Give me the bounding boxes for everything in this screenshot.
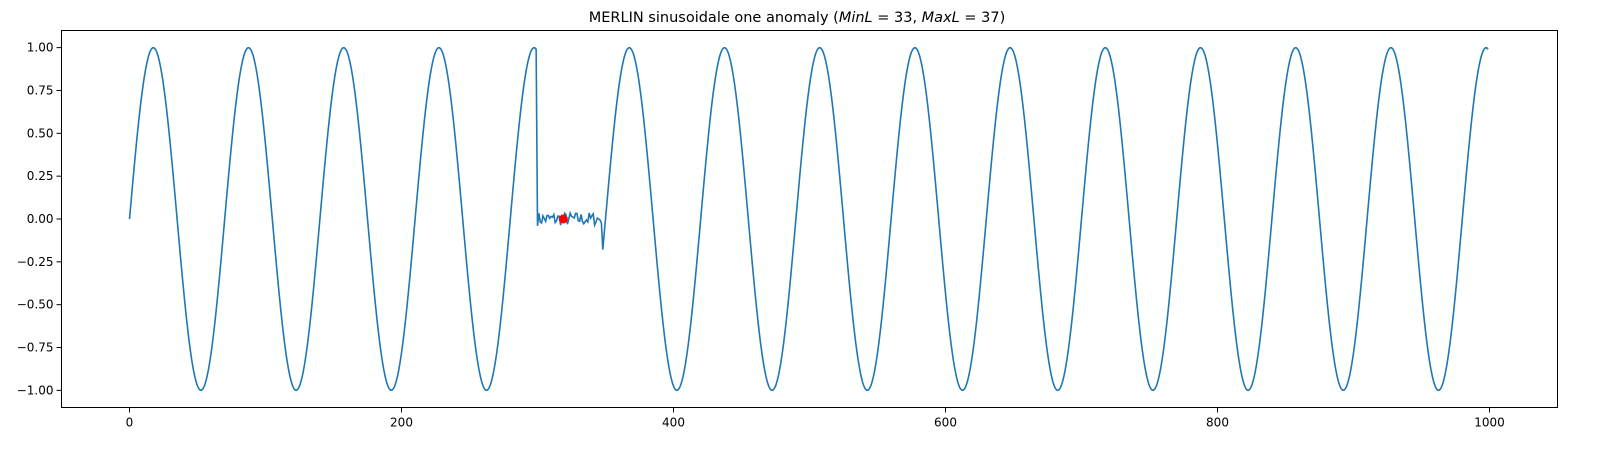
y-tick-label: −0.75 <box>17 341 54 355</box>
x-tick-label: 600 <box>934 416 957 430</box>
x-axis: 0 200 400 600 800 1000 <box>126 407 1505 430</box>
y-tick-label: 1.00 <box>27 41 54 55</box>
y-tick-label: 0.25 <box>27 169 54 183</box>
y-tick-label: −1.00 <box>17 383 54 397</box>
title-text: MERLIN sinusoidale one anomaly ( <box>589 10 839 26</box>
x-tick-label: 0 <box>126 416 134 430</box>
anomaly-marker <box>558 214 568 224</box>
y-tick-label: 0.75 <box>27 83 54 97</box>
title-math-part: MaxL <box>922 10 960 26</box>
x-tick-label: 800 <box>1206 416 1229 430</box>
y-axis: 1.00 0.75 0.50 0.25 0.00 −0.25 −0.50 −0.75 −1.00 <box>17 41 62 397</box>
y-tick-label: 0.00 <box>27 212 54 226</box>
x-tick-label: 400 <box>662 416 685 430</box>
title-math-part: = 33, <box>873 10 922 26</box>
x-tick-label: 200 <box>390 416 413 430</box>
anomaly-markers <box>558 214 568 224</box>
series-line <box>128 47 1489 391</box>
y-tick-label: −0.50 <box>17 298 54 312</box>
title-math-part: MinL <box>839 10 873 26</box>
y-tick-label: −0.25 <box>17 255 54 269</box>
y-tick-label: 0.50 <box>27 126 54 140</box>
chart-title: MERLIN sinusoidale one anomaly (MinL = 3… <box>589 10 1005 26</box>
title-text: ) <box>1000 10 1006 26</box>
title-math-part: = 37 <box>960 10 1000 26</box>
x-tick-label: 1000 <box>1474 416 1505 430</box>
